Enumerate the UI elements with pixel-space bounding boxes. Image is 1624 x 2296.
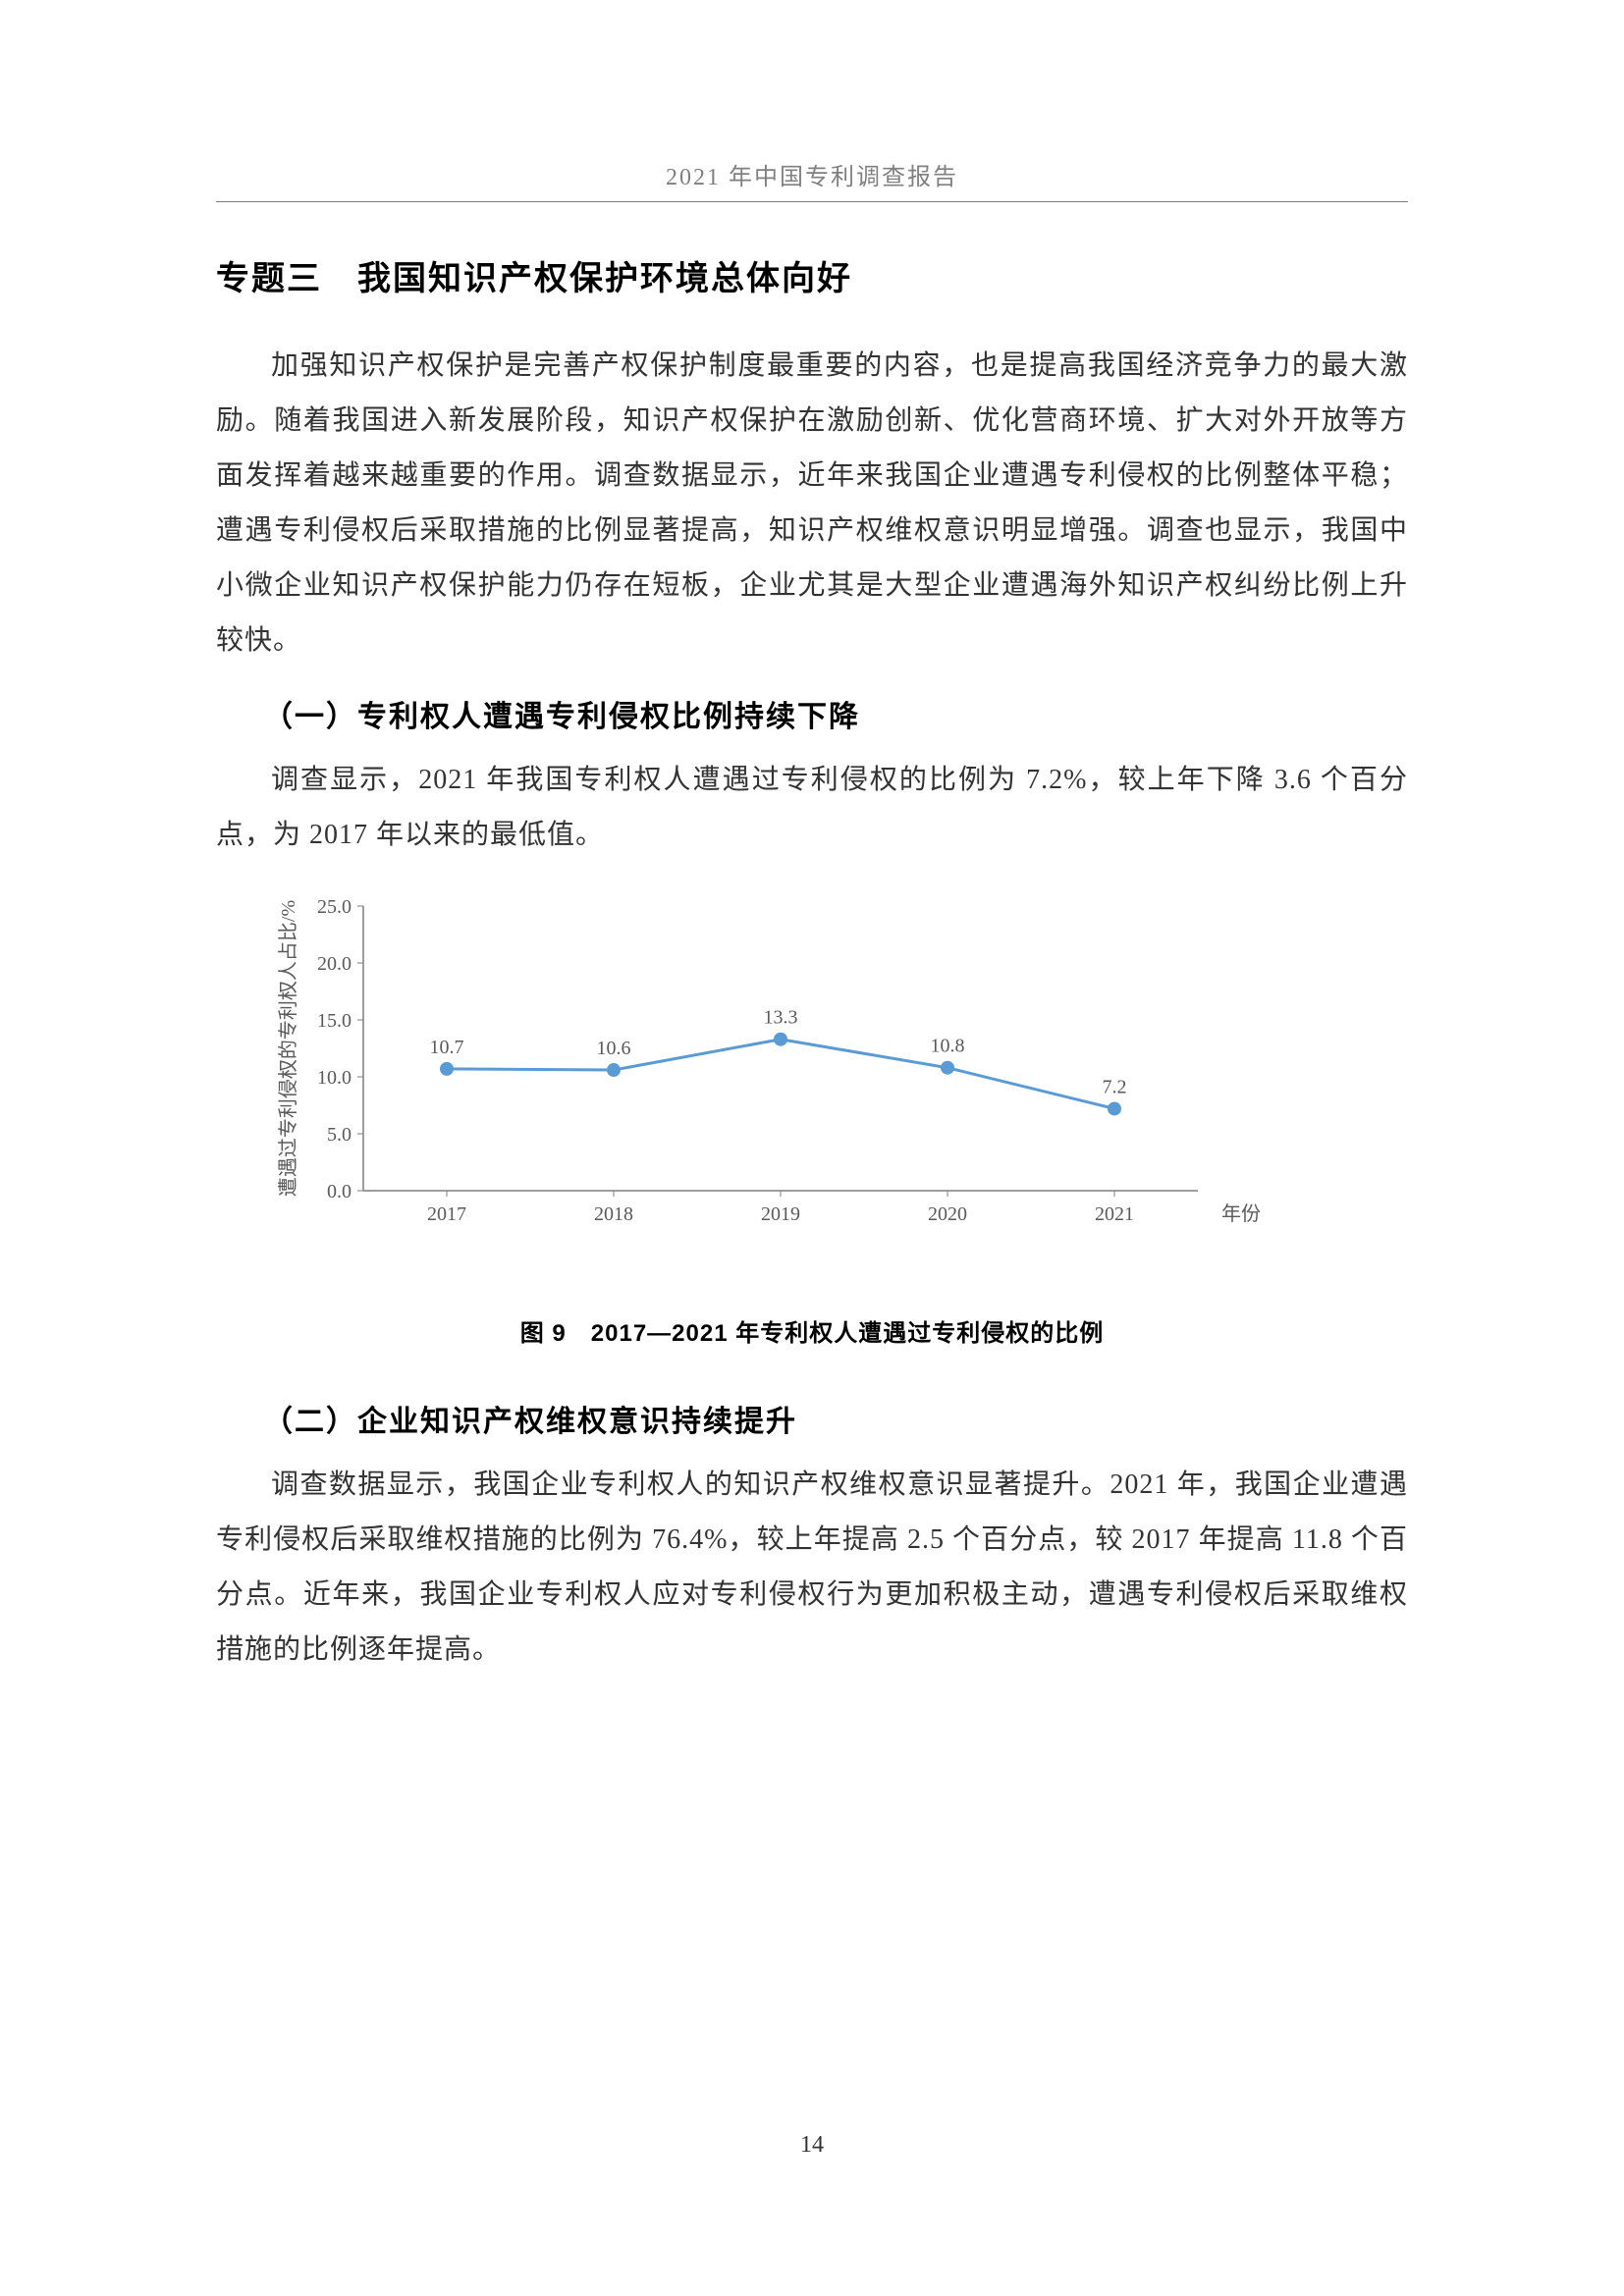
svg-text:年份: 年份 <box>1221 1202 1261 1225</box>
section-1-heading: （一）专利权人遭遇专利侵权比例持续下降 <box>216 692 1408 735</box>
chart-caption: 图 9 2017—2021 年专利权人遭遇过专利侵权的比例 <box>216 1313 1408 1348</box>
svg-text:2018: 2018 <box>594 1203 633 1225</box>
chart-svg: 0.0 5.0 10.0 15.0 20.0 25.0 2017 2018 2019 2020 20… <box>255 886 1286 1240</box>
svg-text:10.6: 10.6 <box>597 1038 631 1059</box>
svg-text:2017: 2017 <box>427 1203 466 1225</box>
svg-text:10.7: 10.7 <box>430 1037 464 1058</box>
svg-text:2021: 2021 <box>1095 1203 1134 1225</box>
svg-text:13.3: 13.3 <box>764 1007 798 1029</box>
svg-text:10.8: 10.8 <box>931 1036 965 1057</box>
section-1-paragraph: 调查显示，2021 年我国专利权人遭遇过专利侵权的比例为 7.2%，较上年下降 … <box>216 753 1408 863</box>
svg-text:2019: 2019 <box>761 1203 800 1225</box>
section-2-paragraph: 调查数据显示，我国企业专利权人的知识产权维权意识显著提升。2021 年，我国企业… <box>216 1458 1408 1678</box>
svg-text:10.0: 10.0 <box>317 1067 352 1089</box>
svg-text:5.0: 5.0 <box>327 1124 352 1146</box>
svg-text:20.0: 20.0 <box>317 953 352 975</box>
svg-text:遭遇过专利侵权的专利权人占比/%: 遭遇过专利侵权的专利权人占比/% <box>277 900 299 1197</box>
svg-text:0.0: 0.0 <box>327 1181 352 1202</box>
page-header: 2021 年中国专利调查报告 <box>216 157 1408 191</box>
topic-title: 专题三 我国知识产权保护环境总体向好 <box>216 251 1408 299</box>
line-chart: 0.0 5.0 10.0 15.0 20.0 25.0 2017 2018 2019 2020 20… <box>255 886 1408 1245</box>
header-rule <box>216 201 1408 202</box>
svg-text:2020: 2020 <box>928 1203 967 1225</box>
svg-text:15.0: 15.0 <box>317 1010 352 1032</box>
svg-text:25.0: 25.0 <box>317 896 352 918</box>
section-2-heading: （二）企业知识产权维权意识持续提升 <box>216 1397 1408 1440</box>
intro-paragraph: 加强知识产权保护是完善产权保护制度最重要的内容，也是提高我国经济竞争力的最大激励… <box>216 339 1408 668</box>
svg-text:7.2: 7.2 <box>1103 1076 1127 1097</box>
page-number: 14 <box>0 2132 1624 2159</box>
